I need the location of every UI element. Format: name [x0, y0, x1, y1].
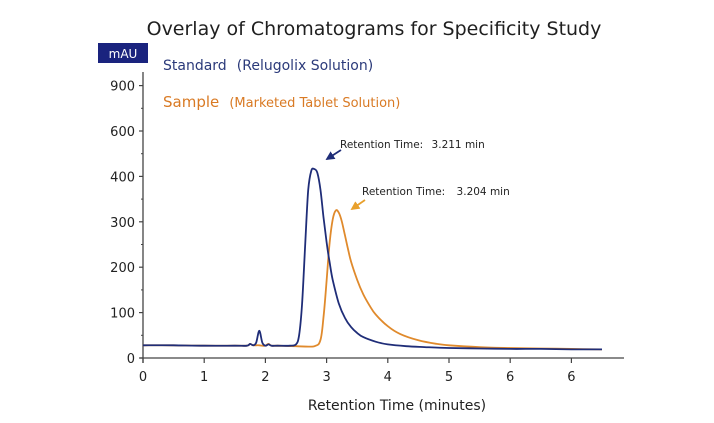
legend-standard-detail: (Relugolix Solution) — [237, 58, 373, 74]
annotation-sample-arrow — [350, 199, 366, 211]
annotation-standard-text: Retention Time: 3.211 min — [340, 139, 485, 151]
y-tick-label-200: 200 — [110, 261, 135, 276]
chart-title: Overlay of Chromatograms for Specificity… — [147, 18, 602, 40]
legend-standard: Standard (Relugolix Solution) — [163, 55, 373, 74]
annotation-standard-arrow — [325, 149, 342, 160]
annotation-standard-label: Retention Time: — [340, 139, 423, 151]
series-line-standard — [142, 167, 602, 351]
y-tick-label-400: 400 — [110, 170, 135, 185]
y-tick-label-0: 0 — [127, 352, 135, 367]
x-tick-label-0: 0 — [139, 370, 147, 385]
legend-standard-name: Standard — [163, 58, 227, 74]
x-ticks: 0 1 2 3 4 5 6 6 — [139, 358, 576, 385]
y-tick-label-900: 900 — [110, 80, 135, 95]
x-tick-label-4: 4 — [384, 370, 392, 385]
x-tick-label-3: 3 — [322, 370, 330, 385]
series-line-sample — [142, 209, 603, 351]
y-ticks: 0 100 200 300 400 600 900 — [110, 80, 143, 367]
y-unit-badge-bg — [98, 43, 148, 63]
y-tick-label-600: 600 — [110, 125, 135, 140]
annotation-sample-text: Retention Time: 3.204 min — [362, 186, 510, 198]
x-axis-label: Retention Time (minutes) — [308, 398, 486, 414]
legend: Standard (Relugolix Solution) Sample (Ma… — [163, 55, 400, 111]
x-tick-label-1: 1 — [200, 370, 208, 385]
annotation-sample-label: Retention Time: — [362, 186, 445, 198]
annotation-sample: Retention Time: 3.204 min — [350, 186, 510, 211]
x-tick-label-7: 6 — [567, 370, 575, 385]
x-tick-label-6: 6 — [506, 370, 514, 385]
legend-sample-name: Sample — [163, 93, 219, 111]
y-unit-badge: mAU — [98, 43, 148, 63]
annotation-standard: Retention Time: 3.211 min — [325, 139, 485, 160]
y-axis-label: mAU — [109, 47, 138, 61]
y-tick-label-100: 100 — [110, 307, 135, 322]
legend-sample-detail: (Marketed Tablet Solution) — [229, 96, 400, 111]
x-tick-label-2: 2 — [261, 370, 269, 385]
annotation-standard-value: 3.211 min — [432, 139, 485, 151]
annotation-sample-value: 3.204 min — [457, 186, 510, 198]
legend-sample: Sample (Marketed Tablet Solution) — [163, 92, 400, 111]
y-tick-label-300: 300 — [110, 216, 135, 231]
x-tick-label-5: 5 — [445, 370, 453, 385]
series-layer — [142, 167, 603, 351]
